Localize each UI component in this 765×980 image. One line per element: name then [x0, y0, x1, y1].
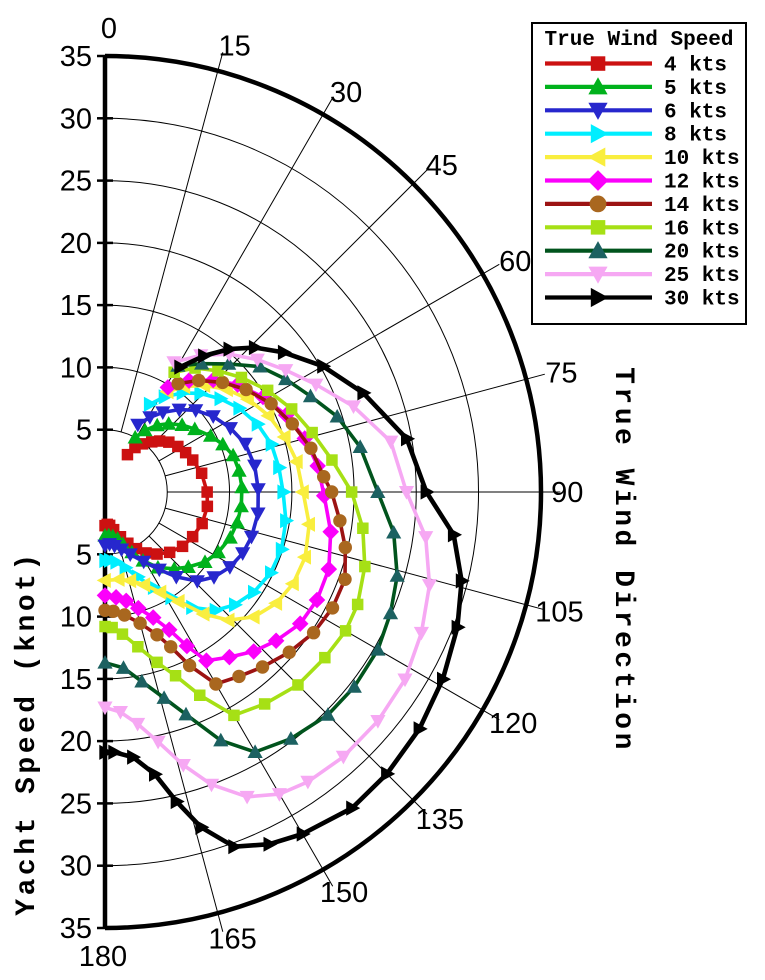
legend-title: True Wind Speed [544, 29, 733, 52]
angle-tick-label-75: 75 [545, 357, 577, 389]
series-10-kts [96, 377, 315, 628]
series-curves [96, 339, 470, 855]
legend-entry-label: 14 kts [664, 195, 740, 218]
legend-entry-8-kts: 8 kts [545, 124, 727, 148]
legend-entry-label: 6 kts [664, 101, 727, 124]
radial-tick-label: 10 [60, 602, 92, 634]
angle-tick-label-90: 90 [551, 477, 583, 509]
angle-tick-label-105: 105 [535, 597, 583, 629]
legend-entry-label: 25 kts [664, 265, 740, 288]
tick-labels: 5 5 10 10 15 15 20 20 25 25 30 30 35 35 0 15 30 45 60 75 90 1… [60, 13, 584, 973]
radial-tick-label: 10 [60, 352, 92, 384]
legend-entry-label: 10 kts [664, 148, 740, 171]
angle-tick-label-150: 150 [320, 877, 368, 909]
legend-entry-5-kts: 5 kts [545, 77, 727, 101]
angle-tick-label-165: 165 [208, 923, 256, 955]
spoke-60deg [158, 263, 500, 462]
spoke-105deg [165, 507, 545, 611]
radial-tick-label: 20 [60, 228, 92, 260]
radial-tick-label: 25 [60, 788, 92, 820]
radial-tick-label: 30 [60, 851, 92, 883]
legend-entry-label: 12 kts [664, 172, 740, 195]
legend-entry-label: 4 kts [664, 55, 727, 78]
angle-tick-label-30: 30 [330, 77, 362, 109]
radial-tick-label: 25 [60, 166, 92, 198]
radial-tick-label: 35 [60, 41, 92, 73]
angle-tick-label-0: 0 [101, 13, 117, 45]
legend-entry-20-kts: 20 kts [545, 241, 740, 265]
legend-entry-12-kts: 12 kts [545, 170, 740, 195]
legend-entry-6-kts: 6 kts [545, 101, 727, 124]
radial-tick-label: 5 [76, 415, 92, 447]
angle-tick-label-120: 120 [489, 708, 537, 740]
left-axis-title: Yacht Speed (knot) [12, 550, 43, 915]
series-14-kts [98, 373, 352, 691]
legend-entry-16-kts: 16 kts [545, 218, 740, 241]
series-25-kts [97, 348, 438, 805]
legend-entry-label: 16 kts [664, 218, 740, 241]
angle-tick-label-15: 15 [218, 31, 250, 63]
radial-tick-label: 15 [60, 664, 92, 696]
legend-entry-label: 5 kts [664, 78, 727, 101]
radial-tick-label: 5 [76, 539, 92, 571]
angle-tick-label-60: 60 [499, 246, 531, 278]
angle-tick-label-45: 45 [426, 150, 458, 182]
spoke-15deg [120, 52, 224, 432]
series-6-kts [97, 403, 266, 589]
right-axis-title: True Wind Direction [607, 367, 638, 753]
radial-tick-label: 30 [60, 103, 92, 135]
legend-entry-label: 8 kts [664, 125, 727, 148]
legend-entry-4-kts: 4 kts [545, 55, 727, 78]
series-12-kts [96, 371, 339, 669]
legend-entry-label: 20 kts [664, 242, 740, 265]
legend-entry-10-kts: 10 kts [545, 147, 740, 171]
legend-entry-label: 30 kts [664, 289, 740, 312]
radial-tick-label: 35 [60, 913, 92, 945]
legend-entry-30-kts: 30 kts [545, 287, 740, 312]
radial-tick-label: 15 [60, 290, 92, 322]
radial-tick-label: 20 [60, 726, 92, 758]
spoke-45deg [148, 169, 428, 449]
legend-entry-14-kts: 14 kts [545, 195, 740, 218]
angle-tick-label-180: 180 [79, 941, 127, 973]
legend-entry-25-kts: 25 kts [545, 265, 740, 288]
angle-tick-label-135: 135 [416, 804, 464, 836]
series-30-kts [99, 339, 470, 855]
